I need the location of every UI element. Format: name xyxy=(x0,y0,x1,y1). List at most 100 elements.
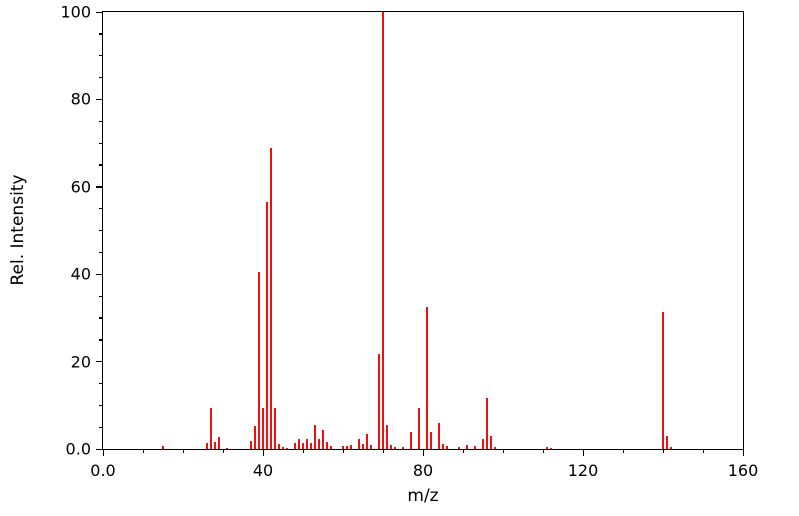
peak-bar-mz-62 xyxy=(350,445,352,449)
peak-bar-mz-26 xyxy=(206,442,208,449)
peak-bar-mz-64 xyxy=(358,438,360,449)
peak-bar-mz-66 xyxy=(366,434,368,449)
peak-bar-mz-55 xyxy=(322,430,324,449)
peak-bar-mz-77 xyxy=(410,432,412,449)
x-minor-tick xyxy=(302,449,304,453)
peak-bar-mz-112 xyxy=(550,447,552,449)
peak-bar-mz-52 xyxy=(310,442,312,449)
y-minor-tick xyxy=(99,382,103,385)
peak-bar-mz-57 xyxy=(330,445,332,449)
peak-bar-mz-15 xyxy=(162,445,164,449)
peak-bar-mz-56 xyxy=(326,442,328,449)
peak-bar-mz-42 xyxy=(270,148,272,449)
peak-bar-mz-111 xyxy=(546,446,548,449)
x-minor-tick xyxy=(502,449,504,453)
peak-bar-mz-97 xyxy=(490,435,492,449)
peak-bar-mz-93 xyxy=(474,446,476,449)
peak-bar-mz-48 xyxy=(294,443,296,449)
y-minor-tick xyxy=(99,339,103,341)
peak-bar-mz-72 xyxy=(390,445,392,449)
peak-bar-mz-73 xyxy=(394,447,396,449)
x-tick-label: 40 xyxy=(252,461,274,480)
peak-bar-mz-96 xyxy=(486,397,488,449)
y-minor-tick xyxy=(99,426,103,428)
peak-bar-mz-81 xyxy=(426,306,428,449)
peak-bar-mz-71 xyxy=(386,424,388,449)
y-major-tick xyxy=(96,448,103,450)
peak-bar-mz-51 xyxy=(306,439,308,449)
y-tick-label: 100 xyxy=(60,2,91,22)
peak-bar-mz-31 xyxy=(226,447,228,449)
x-major-tick xyxy=(262,449,264,456)
peak-bar-mz-45 xyxy=(282,446,284,449)
x-minor-tick xyxy=(342,449,344,453)
peak-bar-mz-27 xyxy=(210,407,212,449)
peak-bar-mz-39 xyxy=(258,272,260,449)
peak-bar-mz-89 xyxy=(458,447,460,449)
peak-bar-mz-65 xyxy=(362,444,364,449)
x-major-tick xyxy=(582,449,584,456)
peak-bar-mz-140 xyxy=(662,312,664,449)
y-major-tick xyxy=(96,98,103,101)
x-minor-tick xyxy=(222,449,224,453)
y-tick-label: 20 xyxy=(70,352,91,372)
peak-bar-mz-75 xyxy=(402,447,404,449)
y-minor-tick xyxy=(99,317,103,319)
peak-bar-mz-43 xyxy=(274,407,276,449)
peak-bar-mz-60 xyxy=(342,446,344,449)
x-major-tick xyxy=(102,449,104,456)
peak-bar-mz-86 xyxy=(446,445,448,449)
y-minor-tick xyxy=(99,33,103,35)
peak-bar-mz-41 xyxy=(266,202,268,449)
peak-bar-mz-28 xyxy=(214,442,216,449)
peak-bar-mz-98 xyxy=(494,446,496,449)
x-minor-tick xyxy=(542,449,544,453)
y-major-tick xyxy=(96,186,103,188)
x-minor-tick xyxy=(622,449,624,453)
peak-bar-mz-38 xyxy=(254,426,256,449)
peak-bar-mz-37 xyxy=(250,441,252,449)
y-minor-tick xyxy=(99,404,103,407)
peak-bar-mz-29 xyxy=(218,437,220,449)
y-major-tick xyxy=(96,273,103,275)
y-tick-label: 40 xyxy=(70,264,91,284)
y-minor-tick xyxy=(99,251,103,254)
y-tick-label: 60 xyxy=(70,177,91,197)
y-minor-tick xyxy=(99,208,103,210)
x-tick-label: 80 xyxy=(412,461,434,480)
peak-bar-mz-95 xyxy=(482,438,484,449)
peak-bar-mz-67 xyxy=(370,444,372,449)
x-minor-tick xyxy=(382,449,384,453)
y-minor-tick xyxy=(99,120,103,123)
x-major-tick xyxy=(742,449,744,456)
x-minor-tick xyxy=(182,449,184,453)
peak-bar-mz-141 xyxy=(666,436,668,449)
x-major-tick xyxy=(422,449,424,456)
peak-bar-mz-69 xyxy=(378,353,380,449)
y-minor-tick xyxy=(99,77,103,79)
x-minor-tick xyxy=(662,449,664,453)
y-major-tick xyxy=(96,361,103,363)
peak-bar-mz-85 xyxy=(442,444,444,449)
peak-bar-mz-50 xyxy=(302,442,304,449)
x-tick-label: 120 xyxy=(567,461,599,480)
plot-area: 0.0 40 80 120 160 0.0 20 40 60 80 100 xyxy=(60,3,758,481)
y-axis-title: Rel. Intensity xyxy=(8,174,28,286)
peak-bar-mz-70 xyxy=(382,12,384,449)
y-minor-tick xyxy=(99,295,103,297)
plot-frame xyxy=(102,11,744,450)
x-tick-label: 0.0 xyxy=(90,461,116,480)
peak-bar-mz-44 xyxy=(278,443,280,449)
peak-bar-mz-53 xyxy=(314,425,316,449)
peak-bar-mz-54 xyxy=(318,438,320,449)
x-minor-tick xyxy=(462,449,464,453)
peak-bar-mz-91 xyxy=(466,445,468,449)
peak-bar-mz-46 xyxy=(286,447,288,449)
y-minor-tick xyxy=(99,55,103,57)
y-minor-tick xyxy=(99,230,103,232)
peak-bar-mz-40 xyxy=(262,407,264,449)
peak-bar-mz-84 xyxy=(438,422,440,449)
x-minor-tick xyxy=(702,449,704,453)
peak-bar-mz-79 xyxy=(418,407,420,449)
